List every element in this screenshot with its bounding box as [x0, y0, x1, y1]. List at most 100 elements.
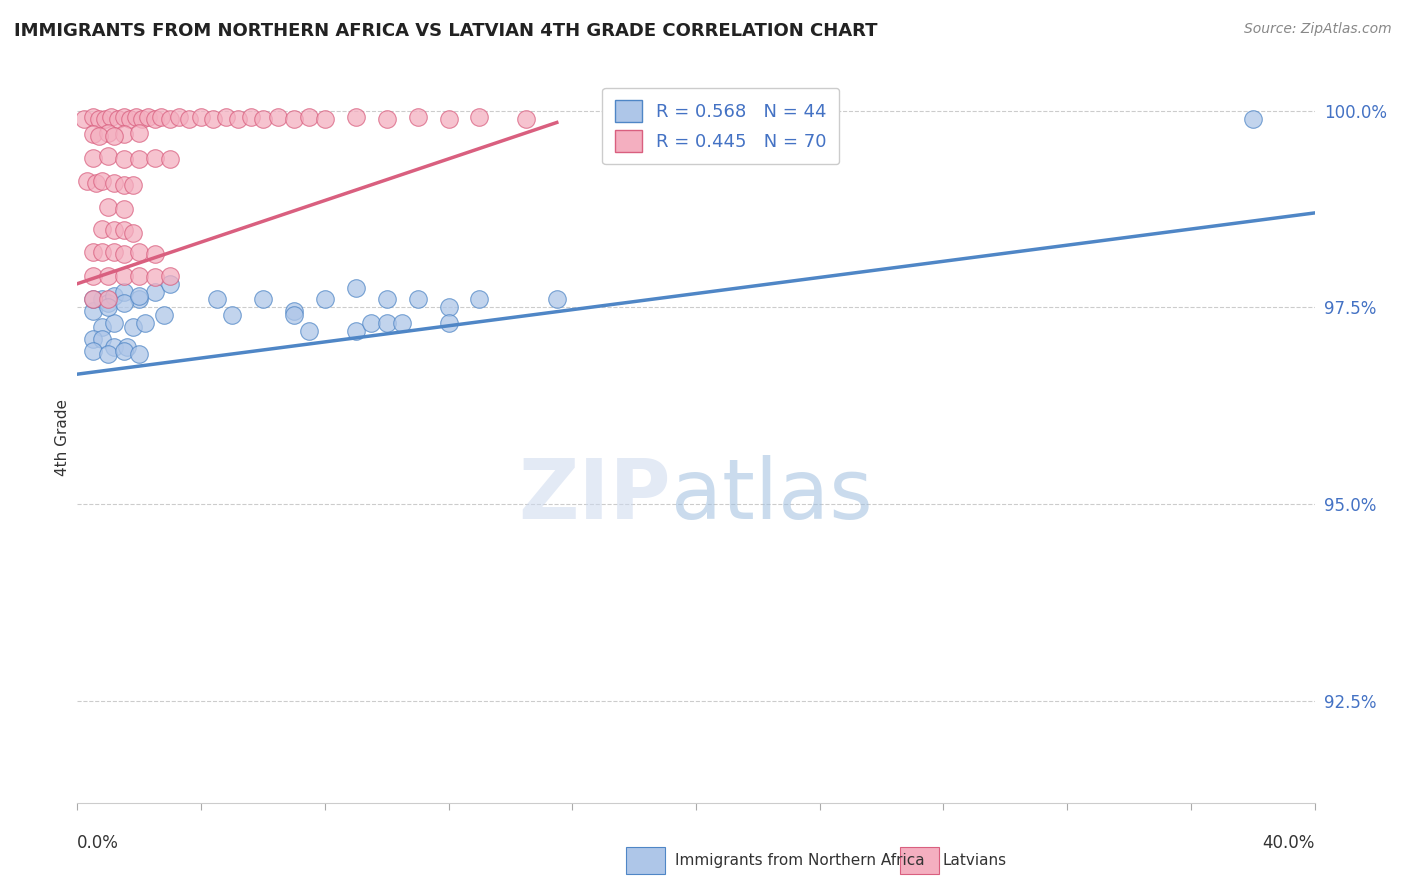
- Point: [82, 151, 104, 165]
- Point: [468, 293, 491, 307]
- Text: Source: ZipAtlas.com: Source: ZipAtlas.com: [1244, 22, 1392, 37]
- Point: [267, 110, 290, 124]
- Point: [100, 110, 122, 124]
- Point: [159, 112, 181, 126]
- Point: [515, 112, 537, 126]
- Point: [128, 288, 150, 302]
- Point: [76, 174, 98, 188]
- Point: [375, 112, 398, 126]
- Point: [82, 268, 104, 283]
- Point: [112, 128, 135, 142]
- Point: [344, 324, 367, 338]
- Point: [112, 178, 135, 193]
- Point: [226, 112, 249, 126]
- Point: [91, 245, 114, 260]
- Point: [344, 110, 367, 124]
- Point: [143, 270, 166, 285]
- Point: [97, 268, 120, 283]
- Point: [375, 316, 398, 330]
- Point: [103, 245, 125, 260]
- Point: [82, 110, 104, 124]
- Point: [87, 128, 110, 143]
- Point: [1241, 112, 1264, 126]
- Point: [97, 293, 120, 307]
- Point: [87, 112, 110, 126]
- Point: [138, 110, 160, 124]
- Point: [91, 293, 114, 307]
- Text: Immigrants from Northern Africa: Immigrants from Northern Africa: [675, 854, 925, 868]
- Point: [134, 316, 156, 330]
- Point: [153, 308, 176, 322]
- Point: [91, 332, 114, 346]
- Point: [112, 296, 135, 310]
- Point: [97, 126, 120, 140]
- Point: [122, 320, 145, 334]
- Point: [118, 112, 141, 126]
- Point: [82, 304, 104, 318]
- Point: [360, 316, 382, 330]
- Point: [128, 347, 150, 361]
- Point: [437, 316, 460, 330]
- Text: ZIP: ZIP: [519, 455, 671, 536]
- Point: [112, 285, 135, 299]
- Point: [159, 153, 181, 167]
- Point: [72, 112, 94, 126]
- Point: [91, 174, 114, 188]
- Point: [128, 153, 150, 167]
- Point: [546, 293, 568, 307]
- Point: [298, 324, 321, 338]
- Point: [128, 268, 150, 283]
- Point: [314, 293, 336, 307]
- Point: [159, 268, 181, 283]
- Point: [82, 293, 104, 307]
- Point: [239, 110, 262, 124]
- Point: [91, 320, 114, 334]
- Text: IMMIGRANTS FROM NORTHERN AFRICA VS LATVIAN 4TH GRADE CORRELATION CHART: IMMIGRANTS FROM NORTHERN AFRICA VS LATVI…: [14, 22, 877, 40]
- Point: [112, 153, 135, 167]
- Point: [128, 126, 150, 140]
- Point: [314, 112, 336, 126]
- Point: [283, 308, 305, 322]
- Point: [215, 110, 238, 124]
- Point: [375, 293, 398, 307]
- Point: [202, 112, 225, 126]
- Point: [143, 151, 166, 165]
- Point: [437, 301, 460, 315]
- Point: [437, 112, 460, 126]
- Point: [82, 293, 104, 307]
- Text: Latvians: Latvians: [942, 854, 1007, 868]
- Point: [122, 178, 145, 193]
- Point: [128, 293, 150, 307]
- Text: atlas: atlas: [671, 455, 873, 536]
- Point: [82, 245, 104, 260]
- Point: [205, 293, 228, 307]
- Point: [112, 202, 135, 216]
- Point: [128, 245, 150, 260]
- Point: [82, 343, 104, 358]
- Text: 0.0%: 0.0%: [77, 834, 120, 852]
- Point: [97, 149, 120, 163]
- Point: [468, 110, 491, 124]
- Point: [91, 221, 114, 235]
- Point: [82, 128, 104, 142]
- Point: [97, 301, 120, 315]
- Point: [131, 112, 153, 126]
- Point: [82, 332, 104, 346]
- Point: [159, 277, 181, 291]
- Point: [252, 293, 274, 307]
- Point: [103, 128, 125, 143]
- Point: [97, 347, 120, 361]
- Point: [97, 296, 120, 310]
- Point: [190, 110, 212, 124]
- Point: [125, 110, 148, 124]
- Point: [103, 176, 125, 190]
- Point: [112, 343, 135, 358]
- Point: [143, 247, 166, 261]
- Point: [169, 110, 191, 124]
- Point: [112, 110, 135, 124]
- Point: [391, 316, 413, 330]
- Point: [344, 280, 367, 294]
- Point: [107, 112, 129, 126]
- Point: [103, 223, 125, 237]
- Point: [103, 288, 125, 302]
